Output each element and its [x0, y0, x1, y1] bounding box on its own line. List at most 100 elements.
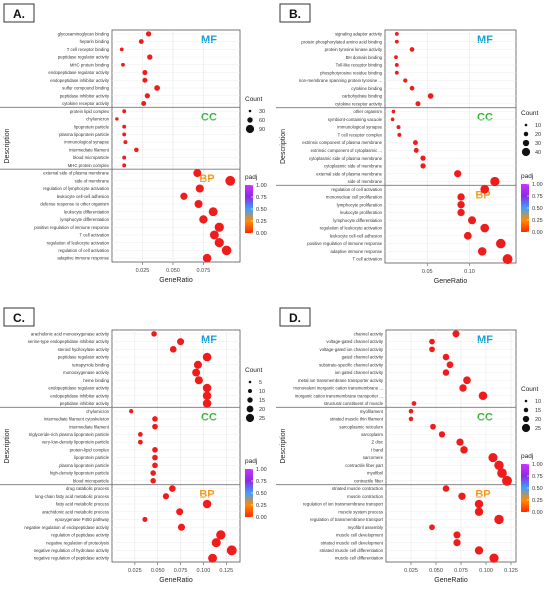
x-tick-label: 0.100	[479, 568, 493, 574]
term-label: muscle system process	[338, 509, 383, 514]
data-point	[137, 439, 143, 445]
count-legend-dot	[521, 423, 531, 433]
data-point	[411, 401, 417, 406]
panel-label-box	[279, 307, 311, 327]
padj-legend: padj 1.00 0.75 0.50 0.25 0.00	[521, 453, 543, 516]
term-label: regulation of lymphocyte activation	[43, 186, 110, 191]
count-legend-dot	[248, 109, 252, 113]
data-point	[452, 330, 460, 338]
term-label: leukocyte cell-cell adhesion	[330, 233, 383, 238]
term-label: peptidase regulator activity	[58, 355, 110, 360]
data-point	[460, 446, 468, 454]
data-point	[122, 124, 127, 129]
count-legend: Count 5 10 15 20 25	[245, 367, 265, 423]
term-label: extrinsic component of plasma membrane	[302, 140, 382, 145]
data-point	[138, 39, 144, 45]
term-label: lymphocyte differentiation	[333, 218, 382, 223]
term-label: lymphocyte proliferation	[337, 202, 383, 207]
term-label: peptidase inhibitor activity	[60, 93, 110, 98]
data-point	[474, 546, 484, 555]
term-label: fatty acid metabolic process	[56, 502, 109, 507]
term-label: blood microparticle	[73, 155, 110, 160]
y-axis-title: Description	[280, 129, 287, 164]
data-point	[456, 438, 464, 446]
data-point	[409, 47, 415, 52]
term-label: heme binding	[83, 378, 109, 383]
data-point	[134, 147, 139, 153]
data-point	[208, 553, 218, 563]
term-label: regulation of cell activation	[58, 248, 109, 253]
term-label: regulation of cell activation	[331, 187, 382, 192]
term-label: regulation of leukocyte activation	[47, 240, 110, 245]
data-point	[214, 238, 224, 248]
term-label: defense response to other organism	[40, 202, 109, 207]
term-label: sarcoplasm	[361, 432, 383, 437]
category-label-mf: MF	[477, 334, 493, 346]
term-label: MHC protein complex	[68, 163, 110, 168]
data-point	[202, 383, 212, 393]
panel-label-box	[279, 3, 311, 23]
count-legend-dot	[247, 397, 253, 403]
term-label: endopeptidase inhibitor activity	[50, 393, 110, 398]
padj-tick-label: 0.25	[256, 219, 267, 225]
term-label: I band	[371, 447, 384, 452]
data-point	[457, 193, 465, 201]
term-label: heparin binding	[80, 39, 110, 44]
term-label: high-density lipoprotein particle	[50, 471, 110, 476]
term-label: regulation of transmembrane transport	[310, 517, 384, 522]
term-label: cytokine binding	[351, 86, 382, 91]
term-label: T cell receptor binding	[67, 47, 110, 52]
data-point	[429, 346, 435, 353]
category-label-cc: CC	[201, 111, 217, 123]
term-label: symbiont-containing vacuole	[328, 117, 383, 122]
term-label: other organism	[353, 109, 382, 114]
padj-tick-label: 0.50	[256, 491, 267, 497]
term-label: plasma lipoprotein particle	[59, 463, 110, 468]
term-label: sarcoplasmic reticulum	[339, 424, 383, 429]
padj-legend-title: padj	[245, 174, 257, 181]
data-point	[413, 147, 419, 153]
data-point	[391, 109, 396, 114]
data-point	[202, 352, 212, 362]
panel-label: D.	[279, 307, 311, 327]
panel-label-text: B.	[289, 7, 301, 21]
data-point	[122, 109, 127, 114]
term-label: contractile fiber part	[345, 463, 384, 468]
data-point	[152, 423, 158, 430]
data-point	[122, 155, 127, 160]
data-point	[226, 545, 237, 556]
data-point	[446, 361, 454, 369]
data-point	[122, 132, 127, 137]
data-point	[394, 39, 399, 44]
panel-label: C.	[3, 307, 35, 327]
term-label: cytoplasmic side of plasma membrane	[309, 156, 383, 161]
padj-tick-label: 0.50	[532, 206, 543, 212]
data-point	[208, 207, 218, 217]
data-point	[394, 70, 399, 75]
category-label-mf: MF	[477, 34, 493, 46]
data-point	[202, 399, 212, 408]
padj-legend: padj 1.00 0.75 0.50 0.25 0.00	[245, 174, 267, 237]
term-label: intermediate filament cytoskeleton	[44, 417, 110, 422]
data-point	[477, 247, 487, 256]
data-point	[463, 376, 471, 385]
term-label: striated muscle contraction	[332, 486, 384, 491]
panel-label-box	[3, 3, 35, 23]
count-legend-dot	[245, 413, 255, 423]
data-point	[420, 155, 426, 161]
count-legend-dot	[248, 380, 252, 384]
data-point	[438, 431, 446, 438]
term-label: sarcomere	[363, 455, 384, 460]
x-tick-label: 0.025	[136, 268, 150, 274]
term-label: muscle contraction	[347, 494, 383, 499]
data-point	[468, 216, 477, 225]
term-label: adaptive immune response	[330, 249, 382, 254]
term-label: phosphotyrosine residue binding	[320, 70, 382, 75]
data-point	[394, 55, 398, 60]
data-point	[211, 538, 221, 548]
data-point	[162, 493, 170, 500]
count-legend: Count 10 15 20 25	[521, 386, 541, 433]
data-point	[150, 470, 156, 476]
term-label: chylomicron	[86, 409, 110, 414]
term-label: immunological synapse	[64, 140, 109, 145]
